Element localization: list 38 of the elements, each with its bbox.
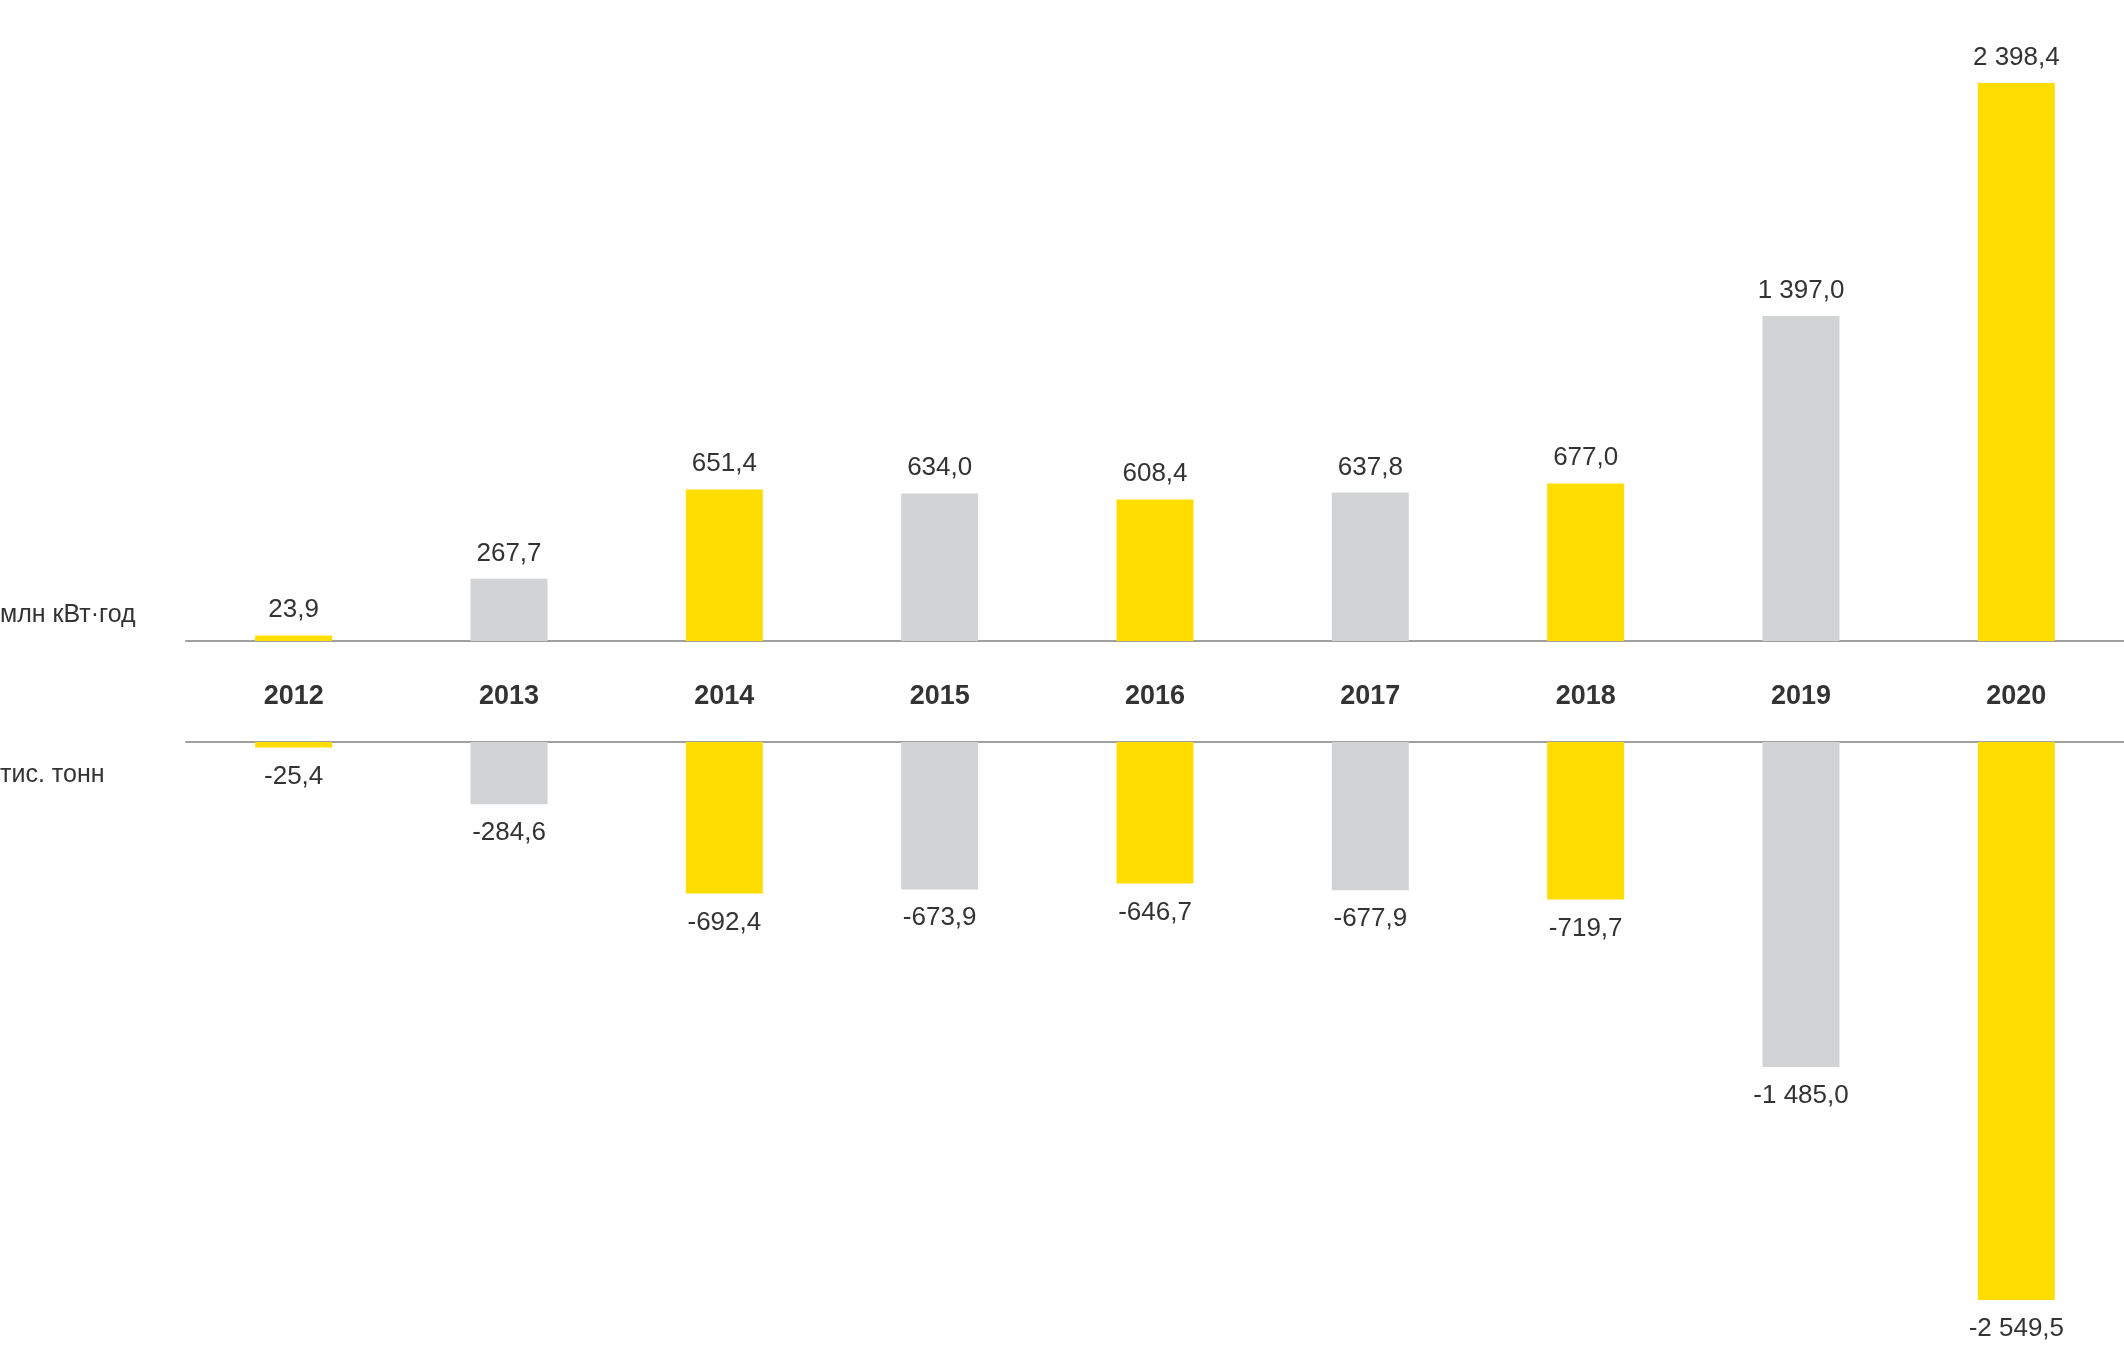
data-label: -284,6: [472, 816, 546, 847]
bar: [685, 489, 763, 641]
x-tick-label: 2012: [263, 679, 324, 710]
y-axis-title: млн кВт·год: [0, 598, 137, 627]
data-label: -2 549,5: [1968, 1312, 2065, 1342]
data-label: -646,7: [1118, 895, 1192, 926]
x-tick-label: 2016: [1124, 679, 1186, 710]
data-label: 23,9: [268, 593, 319, 624]
x-tick-label: 2018: [1555, 679, 1616, 710]
bar: [901, 493, 979, 641]
bar: [1331, 492, 1409, 641]
x-tick-label: 2013: [478, 679, 540, 710]
x-tick-label: 2019: [1770, 679, 1832, 710]
y-axis-title: тис. тонн: [0, 758, 105, 787]
data-label: 2 398,4: [1972, 41, 2060, 71]
data-label: -677,9: [1333, 902, 1408, 933]
x-tick-label: 2015: [909, 679, 970, 710]
x-tick-label: 2017: [1340, 679, 1401, 710]
data-label: 637,8: [1337, 450, 1403, 481]
bar: [1977, 83, 2055, 641]
data-label: -25,4: [264, 759, 324, 790]
data-label: 608,4: [1122, 457, 1188, 488]
bar: [1762, 315, 1840, 641]
bar: [255, 635, 333, 641]
bar: [1116, 499, 1194, 641]
data-label: 267,7: [476, 536, 542, 567]
x-tick-label: 2014: [694, 679, 755, 710]
data-label: -719,7: [1548, 911, 1623, 942]
data-label: -1 485,0: [1753, 1079, 1849, 1110]
x-tick-label: 2020: [1986, 679, 2047, 710]
data-label: 651,4: [691, 447, 757, 478]
data-label: -673,9: [902, 901, 977, 932]
data-label: 1 397,0: [1757, 273, 1845, 304]
data-label: 677,0: [1553, 441, 1619, 472]
bar: [470, 578, 548, 641]
bar: [1547, 483, 1625, 641]
data-label: 634,0: [907, 451, 973, 482]
data-label: -692,4: [687, 905, 762, 936]
